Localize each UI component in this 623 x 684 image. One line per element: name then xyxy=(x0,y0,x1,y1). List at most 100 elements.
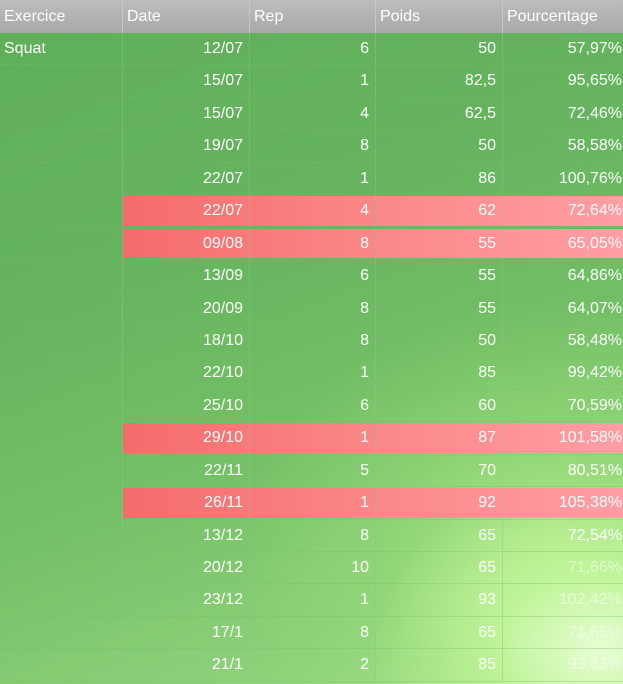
cell-pourcentage[interactable]: 102,42% xyxy=(558,591,622,609)
cell-poids[interactable]: 60 xyxy=(376,389,503,422)
cell-exercice[interactable] xyxy=(0,422,123,455)
cell-pourcentage[interactable]: 80,51% xyxy=(567,461,622,479)
cell-exercice[interactable]: Squat xyxy=(0,33,123,65)
cell-pourcentage[interactable]: 64,07% xyxy=(567,299,622,317)
cell-poids[interactable]: 70 xyxy=(376,454,503,487)
cell-pourcentage[interactable]: 72,64% xyxy=(567,202,622,220)
cell-date[interactable]: 20/12 xyxy=(123,552,250,584)
column-header-poids[interactable]: Poids xyxy=(376,0,503,33)
cell-poids[interactable]: 62 xyxy=(376,195,503,228)
cell-date[interactable]: 15/07 xyxy=(123,65,250,98)
cell-date[interactable]: 13/09 xyxy=(123,260,250,293)
cell-rep[interactable]: 6 xyxy=(250,389,376,422)
cell-exercice[interactable] xyxy=(0,616,123,649)
cell-date[interactable]: 12/07 xyxy=(123,33,250,65)
cell-exercice[interactable] xyxy=(0,292,123,325)
cell-rep[interactable]: 8 xyxy=(250,227,376,260)
table-row[interactable]: 09/08 8 55 65,05% xyxy=(0,227,623,261)
cell-exercice[interactable] xyxy=(0,552,123,584)
cell-date[interactable]: 29/10 xyxy=(123,422,250,455)
table-row[interactable]: 20/12 10 65 71,66% xyxy=(0,552,623,585)
cell-poids[interactable]: 50 xyxy=(376,130,503,163)
cell-rep[interactable]: 1 xyxy=(250,65,376,98)
table-row[interactable]: 20/09 8 55 64,07% xyxy=(0,292,623,325)
table-row[interactable]: 21/1 2 85 93,83% xyxy=(0,649,623,682)
cell-pourcentage[interactable]: 105,38% xyxy=(558,494,622,512)
cell-rep[interactable]: 6 xyxy=(250,260,376,293)
table-row[interactable]: 22/10 1 85 99,42% xyxy=(0,357,623,390)
cell-pourcentage[interactable]: 95,65% xyxy=(567,72,622,90)
cell-poids[interactable]: 50 xyxy=(376,33,503,65)
cell-date[interactable]: 22/07 xyxy=(123,162,250,195)
cell-poids[interactable]: 55 xyxy=(376,260,503,293)
column-header-exercice[interactable]: Exercice xyxy=(0,0,123,33)
cell-date[interactable]: 15/07 xyxy=(123,97,250,130)
cell-exercice[interactable] xyxy=(0,324,123,357)
cell-rep[interactable]: 5 xyxy=(250,454,376,487)
cell-date[interactable]: 09/08 xyxy=(123,227,250,260)
cell-exercice[interactable] xyxy=(0,227,123,260)
cell-exercice[interactable] xyxy=(0,454,123,487)
cell-pourcentage[interactable]: 58,48% xyxy=(567,331,622,349)
cell-rep[interactable]: 8 xyxy=(250,292,376,325)
cell-exercice[interactable] xyxy=(0,65,123,98)
cell-poids[interactable]: 86 xyxy=(376,162,503,195)
table-row[interactable]: 19/07 8 50 58,58% xyxy=(0,130,623,163)
cell-pourcentage[interactable]: 72,46% xyxy=(567,104,622,122)
table-row[interactable]: 23/12 1 93 102,42% xyxy=(0,584,623,617)
cell-poids[interactable]: 62,5 xyxy=(376,97,503,130)
cell-exercice[interactable] xyxy=(0,487,123,520)
cell-pourcentage[interactable]: 99,42% xyxy=(567,364,622,382)
cell-pourcentage[interactable]: 58,58% xyxy=(567,137,622,155)
cell-exercice[interactable] xyxy=(0,519,123,552)
cell-pourcentage[interactable]: 71,65% xyxy=(567,623,622,641)
cell-exercice[interactable] xyxy=(0,260,123,293)
cell-rep[interactable]: 8 xyxy=(250,519,376,552)
cell-pourcentage[interactable]: 70,59% xyxy=(567,396,622,414)
cell-pourcentage[interactable]: 57,97% xyxy=(567,40,622,57)
cell-date[interactable]: 25/10 xyxy=(123,389,250,422)
cell-exercice[interactable] xyxy=(0,649,123,682)
cell-exercice[interactable] xyxy=(0,389,123,422)
table-row[interactable]: 25/10 6 60 70,59% xyxy=(0,389,623,423)
cell-poids[interactable]: 65 xyxy=(376,552,503,584)
cell-pourcentage[interactable]: 71,66% xyxy=(567,559,622,576)
cell-poids[interactable]: 65 xyxy=(376,519,503,552)
table-row[interactable]: 13/12 8 65 72,54% xyxy=(0,519,623,552)
cell-poids[interactable]: 85 xyxy=(376,357,503,390)
cell-rep[interactable]: 1 xyxy=(250,422,376,455)
column-header-rep[interactable]: Rep xyxy=(250,0,376,33)
column-header-pourcentage[interactable]: Pourcentage xyxy=(507,8,598,25)
cell-pourcentage[interactable]: 93,83% xyxy=(567,656,622,674)
cell-rep[interactable]: 10 xyxy=(250,552,376,584)
cell-rep[interactable]: 8 xyxy=(250,616,376,649)
table-row[interactable]: 15/07 4 62,5 72,46% xyxy=(0,97,623,131)
cell-exercice[interactable] xyxy=(0,357,123,390)
table-row[interactable]: 22/07 1 86 100,76% xyxy=(0,162,623,196)
cell-poids[interactable]: 55 xyxy=(376,292,503,325)
cell-rep[interactable]: 4 xyxy=(250,195,376,228)
cell-rep[interactable]: 4 xyxy=(250,97,376,130)
cell-exercice[interactable] xyxy=(0,130,123,163)
cell-rep[interactable]: 6 xyxy=(250,33,376,65)
cell-date[interactable]: 17/1 xyxy=(123,616,250,649)
cell-date[interactable]: 13/12 xyxy=(123,519,250,552)
table-row[interactable]: 22/07 4 62 72,64% xyxy=(0,195,623,228)
cell-pourcentage[interactable]: 101,58% xyxy=(558,429,622,447)
cell-rep[interactable]: 8 xyxy=(250,324,376,357)
cell-poids[interactable]: 92 xyxy=(376,487,503,520)
table-row[interactable]: 29/10 1 87 101,58% xyxy=(0,422,623,455)
table-row[interactable]: 22/11 5 70 80,51% xyxy=(0,454,623,488)
cell-rep[interactable]: 1 xyxy=(250,487,376,520)
cell-date[interactable]: 22/11 xyxy=(123,454,250,487)
cell-rep[interactable]: 8 xyxy=(250,130,376,163)
cell-exercice[interactable] xyxy=(0,162,123,195)
cell-poids[interactable]: 85 xyxy=(376,649,503,682)
cell-pourcentage[interactable]: 64,86% xyxy=(567,267,622,285)
table-row[interactable]: 15/07 1 82,5 95,65% xyxy=(0,65,623,98)
cell-date[interactable]: 22/10 xyxy=(123,357,250,390)
cell-poids[interactable]: 82,5 xyxy=(376,65,503,98)
cell-poids[interactable]: 87 xyxy=(376,422,503,455)
table-row[interactable]: 26/11 1 92 105,38% xyxy=(0,487,623,520)
table-row[interactable]: 17/1 8 65 71,65% xyxy=(0,616,623,650)
